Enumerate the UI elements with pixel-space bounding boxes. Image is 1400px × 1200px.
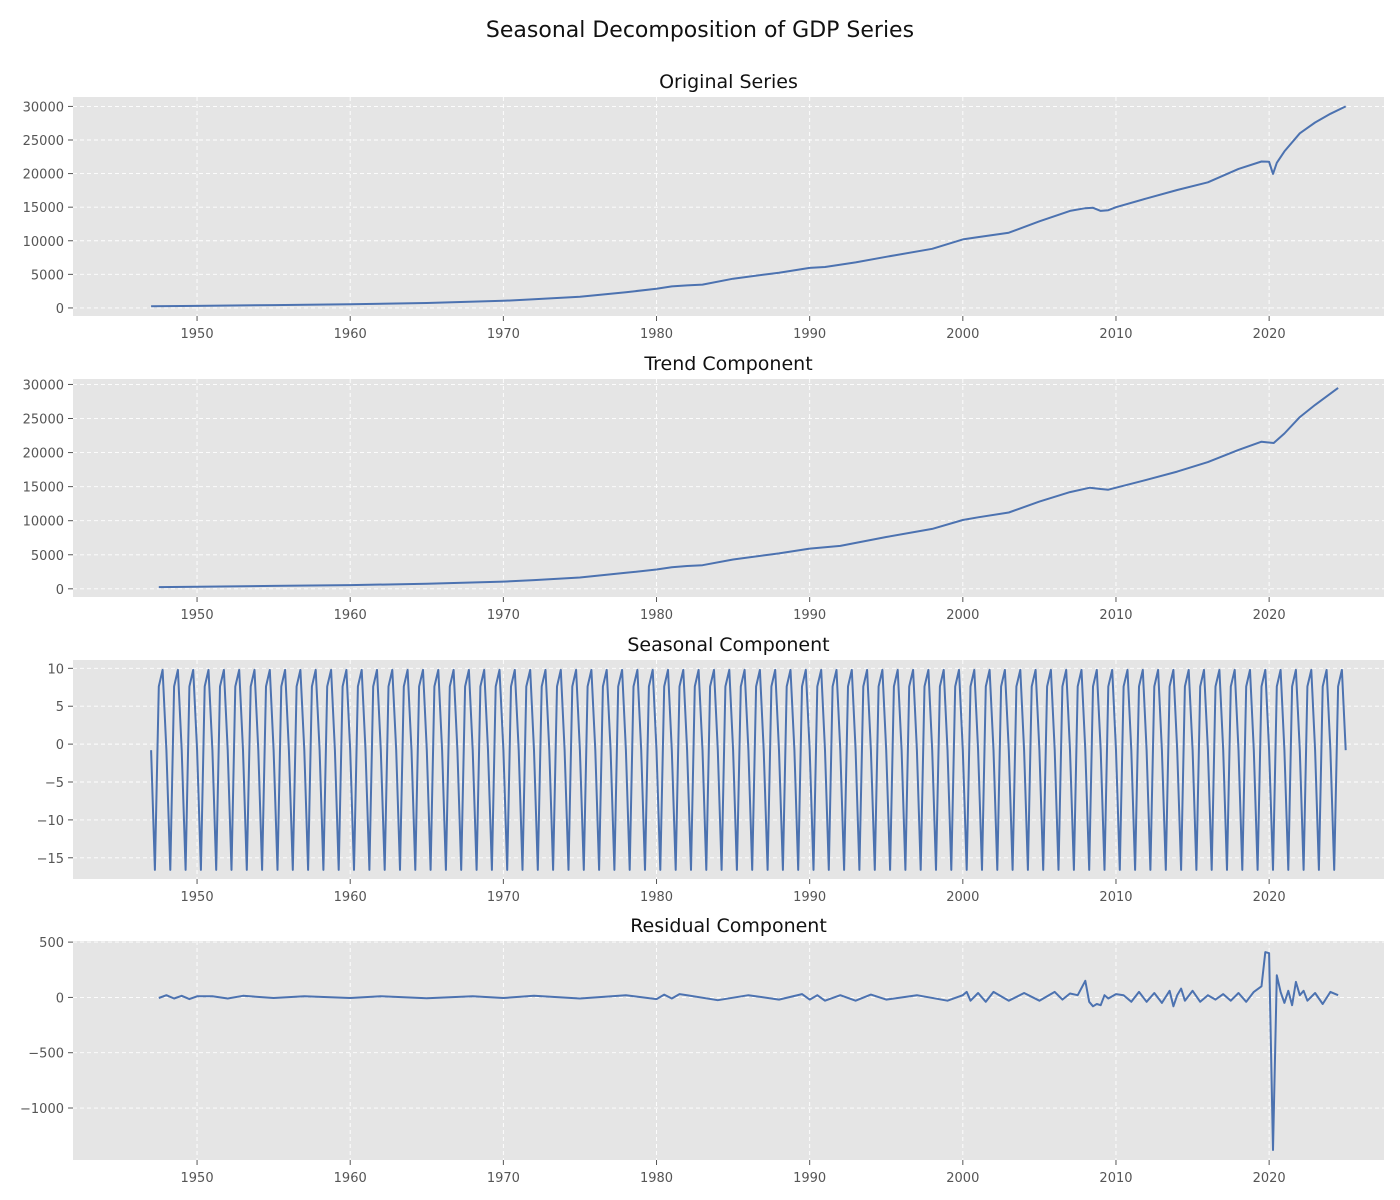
subplot-1: 0 5000 10000 15000 20000 25000 30000 1950 1960 19… (23, 71, 1384, 342)
x-tick-label: 1980 (640, 890, 673, 905)
x-tick-label: 2000 (946, 327, 979, 342)
x-tick-label: 1960 (334, 1171, 367, 1186)
y-tick-label: 25000 (23, 134, 64, 149)
y-tick-label: 30000 (23, 100, 64, 115)
y-tick-label: −15 (37, 852, 64, 867)
x-tick-label: 1950 (181, 890, 214, 905)
x-tick-label: 1990 (793, 608, 826, 623)
y-tick-label: 0 (56, 302, 64, 317)
plot-area (73, 660, 1384, 879)
y-tick-label: 15000 (23, 201, 64, 216)
y-tick-label: 10000 (23, 515, 64, 530)
y-tick-label: −1000 (20, 1102, 64, 1117)
series-line (158, 951, 1339, 1151)
subplot-title: Original Series (659, 71, 798, 93)
x-tick-label: 1980 (640, 327, 673, 342)
y-tick-label: 5000 (31, 268, 64, 283)
subplot-title: Trend Component (643, 353, 812, 375)
x-tick-label: 2000 (946, 1171, 979, 1186)
subplot-title: Residual Component (630, 915, 827, 937)
y-tick-label: −10 (37, 814, 64, 829)
subplot-3: −15 −10 −5 0 5 10 1950 1960 1970 1980 1990 2000 2010… (37, 634, 1384, 905)
plot-area (73, 97, 1384, 316)
y-tick-label: 500 (39, 936, 64, 951)
series-line (150, 668, 1347, 871)
x-tick-label: 1970 (487, 608, 520, 623)
y-tick-label: 25000 (23, 413, 64, 428)
x-tick-label: 1980 (640, 608, 673, 623)
subplot-2: 0 5000 10000 15000 20000 25000 30000 1950 1960 19… (23, 353, 1384, 623)
y-tick-label: 15000 (23, 481, 64, 496)
x-tick-label: 1960 (334, 327, 367, 342)
x-tick-label: 1990 (793, 1171, 826, 1186)
y-tick-label: 5000 (31, 549, 64, 564)
x-tick-label: 2020 (1253, 608, 1286, 623)
x-tick-label: 2020 (1253, 890, 1286, 905)
subplot-title: Seasonal Component (627, 634, 829, 656)
y-tick-label: 10 (47, 662, 64, 677)
x-tick-label: 1960 (334, 890, 367, 905)
x-tick-label: 1960 (334, 608, 367, 623)
x-tick-label: 1950 (181, 608, 214, 623)
y-tick-label: 10000 (23, 235, 64, 250)
x-tick-label: 1980 (640, 1171, 673, 1186)
series-line (151, 105, 1347, 308)
y-tick-label: 20000 (23, 447, 64, 462)
subplot-4: −1000 −500 0 500 1950 1960 1970 1980 1990 2000 201… (20, 915, 1384, 1186)
x-tick-label: 2010 (1099, 608, 1132, 623)
plot-area (73, 379, 1384, 597)
y-tick-label: 20000 (23, 168, 64, 183)
x-tick-label: 2000 (946, 608, 979, 623)
y-tick-label: 0 (56, 991, 64, 1006)
x-tick-label: 1950 (181, 327, 214, 342)
plot-area (73, 941, 1384, 1160)
y-tick-label: 0 (56, 738, 64, 753)
y-tick-label: −500 (28, 1047, 64, 1062)
series-line (158, 387, 1339, 589)
x-tick-label: 2010 (1099, 1171, 1132, 1186)
figure-title: Seasonal Decomposition of GDP Series (485, 18, 915, 43)
x-tick-label: 1970 (487, 1171, 520, 1186)
x-tick-label: 1950 (181, 1171, 214, 1186)
x-tick-label: 2020 (1253, 1171, 1286, 1186)
x-tick-label: 1970 (487, 890, 520, 905)
x-tick-label: 2000 (946, 890, 979, 905)
y-tick-label: 30000 (23, 378, 64, 393)
x-tick-label: 2020 (1253, 327, 1286, 342)
x-tick-label: 2010 (1099, 327, 1132, 342)
y-tick-label: 5 (56, 700, 64, 715)
x-tick-label: 1990 (793, 327, 826, 342)
x-tick-label: 1970 (487, 327, 520, 342)
x-tick-label: 1990 (793, 890, 826, 905)
y-tick-label: 0 (56, 583, 64, 598)
x-tick-label: 2010 (1099, 890, 1132, 905)
y-tick-label: −5 (45, 776, 64, 791)
